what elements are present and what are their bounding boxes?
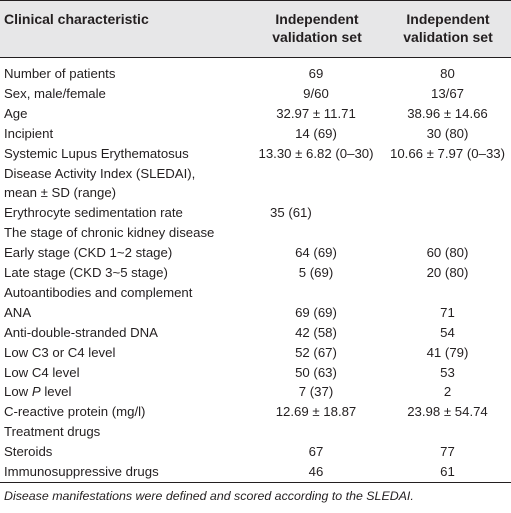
table-row: Immunosuppressive drugs 46 61	[0, 462, 511, 481]
table-row: Treatment drugs	[0, 422, 511, 441]
row-value-set-1: 13.30 ± 6.82 (0–30)	[258, 145, 374, 161]
row-label: Low C4 level	[4, 364, 80, 380]
row-value-set-2: 80	[440, 66, 455, 81]
row-label: Anti-double-stranded DNA	[4, 324, 158, 340]
row-label: Disease Activity Index (SLEDAI),	[4, 165, 196, 181]
row-label: Age	[4, 105, 28, 121]
row-value-set-2: 77	[440, 444, 455, 460]
row-value-set-1: 67	[308, 444, 324, 460]
table-row: C-reactive protein (mg/l) 12.69 ± 18.87 23…	[0, 402, 511, 421]
row-value-set-1: 52 (67)	[295, 344, 337, 360]
row-value-set-2: 23.98 ± 54.74	[407, 404, 488, 420]
table-row: Late stage (CKD 3~5 stage) 5 (69) 20 (80)	[0, 263, 511, 282]
row-value-set-1: 7 (37)	[298, 384, 334, 400]
row-value-set-1: 69	[308, 66, 324, 81]
row-label: Number of patients	[4, 66, 116, 81]
row-label: mean ± SD (range)	[4, 185, 117, 201]
table-row: Erythrocyte sedimentation rate 35 (61)	[0, 203, 511, 222]
header-rule	[0, 57, 511, 58]
row-value-set-2: 60 (80)	[426, 245, 469, 261]
table-row: mean ± SD (range)	[0, 183, 511, 202]
table-footnote: Disease manifestations were defined and …	[4, 489, 414, 503]
row-label: Incipient	[4, 125, 54, 141]
row-value-set-2: 10.66 ± 7.97 (0–33)	[389, 145, 506, 161]
table-row: Steroids 67 77	[0, 442, 511, 461]
row-label: ANA	[4, 304, 32, 320]
row-label: The stage of chronic kidney disease	[4, 225, 215, 241]
row-label: Treatment drugs	[4, 424, 101, 440]
table-row: Number of patients 69 80	[0, 64, 511, 83]
row-value-set-1: 46	[308, 464, 324, 479]
table-row: Disease Activity Index (SLEDAI),	[0, 164, 511, 183]
row-label: Immunosuppressive drugs	[4, 464, 159, 479]
table-row: Low P level 7 (37) 2	[0, 382, 511, 401]
row-value-set-1: 5 (69)	[298, 265, 334, 280]
table-row: ANA 69 (69) 71	[0, 303, 511, 322]
row-label: Steroids	[4, 444, 53, 460]
row-value-set-1: 9/60	[303, 85, 329, 101]
row-label: Low P level	[4, 384, 72, 400]
row-value-set-2: 20 (80)	[426, 265, 469, 280]
table-row: Sex, male/female 9/60 13/67	[0, 84, 511, 103]
header-validation-set-1: Independent validation set	[252, 10, 382, 46]
header-validation-set-2-line2: validation set	[403, 29, 493, 45]
row-label: Autoantibodies and complement	[4, 284, 193, 300]
row-value-set-1: 42 (58)	[295, 324, 337, 340]
row-value-set-2: 54	[440, 324, 455, 340]
table-row: Systemic Lupus Erythematosus 13.30 ± 6.82…	[0, 144, 511, 163]
row-value-set-2: 38.96 ± 14.66	[407, 105, 488, 121]
table-row: Early stage (CKD 1~2 stage) 64 (69) 60 (80…	[0, 243, 511, 262]
table-row: Low C4 level 50 (63) 53	[0, 363, 511, 382]
row-value-set-2: 30 (80)	[426, 125, 469, 141]
row-label: Low C3 or C4 level	[4, 344, 116, 360]
table-row: Low C3 or C4 level 52 (67) 41 (79)	[0, 343, 511, 362]
table-row: Anti-double-stranded DNA 42 (58) 54	[0, 323, 511, 342]
row-value-set-1: 69 (69)	[295, 304, 337, 320]
row-value-set-2: 61	[440, 464, 455, 479]
header-validation-set-2: Independent validation set	[388, 10, 508, 46]
row-label: Late stage (CKD 3~5 stage)	[4, 265, 168, 280]
top-rule	[0, 0, 511, 1]
row-value-set-1: 50 (63)	[295, 364, 337, 380]
header-validation-set-2-line1: Independent	[406, 11, 490, 27]
row-value-set-1: 12.69 ± 18.87	[275, 404, 357, 420]
row-value-set-2: 53	[440, 364, 455, 380]
row-label: Sex, male/female	[4, 85, 106, 101]
table-row: The stage of chronic kidney disease	[0, 223, 511, 242]
row-value-set-2: 41 (79)	[426, 344, 469, 360]
row-value-set-2: 2	[443, 384, 452, 400]
header-validation-set-1-line2: validation set	[272, 29, 362, 45]
table-header	[0, 0, 511, 57]
row-label: Systemic Lupus Erythematosus	[4, 145, 189, 161]
table-row: Incipient 14 (69) 30 (80)	[0, 124, 511, 143]
row-value-set-1: 64 (69)	[295, 245, 337, 261]
row-value-set-2: 71	[440, 304, 455, 320]
row-value-set-2: 13/67	[430, 85, 464, 101]
table-row: Age 32.97 ± 11.71 38.96 ± 14.66	[0, 104, 511, 123]
row-label: Erythrocyte sedimentation rate	[4, 205, 183, 221]
row-value-set-1: 35 (61)	[270, 205, 312, 221]
header-validation-set-1-line1: Independent	[275, 11, 359, 27]
bottom-rule	[0, 482, 511, 483]
row-label: Early stage (CKD 1~2 stage)	[4, 245, 173, 261]
row-value-set-1: 32.97 ± 11.71	[276, 105, 356, 121]
header-clinical-characteristic: Clinical characteristic	[4, 11, 149, 27]
table-row: Autoantibodies and complement	[0, 283, 511, 302]
row-label: C-reactive protein (mg/l)	[4, 404, 146, 420]
row-value-set-1: 14 (69)	[295, 125, 337, 141]
